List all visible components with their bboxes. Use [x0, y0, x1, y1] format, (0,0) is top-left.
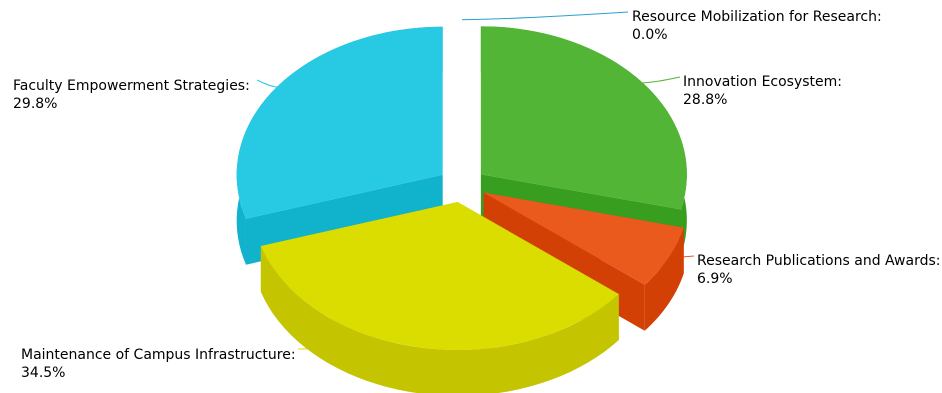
slice-outer-wall	[260, 245, 619, 393]
slice-value-text: 6.9%	[697, 271, 733, 287]
slice-label-text: Faculty Empowerment Strategies:	[13, 78, 250, 94]
slice-outer-wall	[644, 227, 684, 331]
pie-slice	[236, 26, 443, 219]
pie-slice	[483, 192, 684, 285]
slice-label-faculty-empowerment: Faculty Empowerment Strategies: 29.8%	[13, 77, 250, 113]
slice-label-innovation-ecosystem: Innovation Ecosystem: 28.8%	[683, 73, 842, 109]
slice-value-text: 34.5%	[21, 365, 66, 381]
slice-label-text: Research Publications and Awards:	[697, 253, 941, 269]
slice-label-text: Innovation Ecosystem:	[683, 74, 843, 90]
slice-label-research-publications: Research Publications and Awards: 6.9%	[697, 252, 940, 288]
pie-slice	[480, 26, 687, 210]
slice-value-text: 0.0%	[632, 27, 668, 43]
leader-line	[256, 79, 277, 88]
slice-value-text: 29.8%	[13, 96, 58, 112]
slice-label-campus-infrastructure: Maintenance of Campus Infrastructure: 34…	[21, 346, 296, 382]
leader-line	[461, 11, 629, 21]
leader-line	[642, 76, 681, 84]
pie-tops	[236, 26, 687, 350]
slice-value-text: 28.8%	[683, 92, 728, 108]
slice-label-resource-mobilization: Resource Mobilization for Research: 0.0%	[632, 8, 882, 44]
slice-label-text: Maintenance of Campus Infrastructure:	[21, 347, 296, 363]
pie-slice	[260, 201, 619, 350]
slice-label-text: Resource Mobilization for Research:	[632, 9, 882, 25]
